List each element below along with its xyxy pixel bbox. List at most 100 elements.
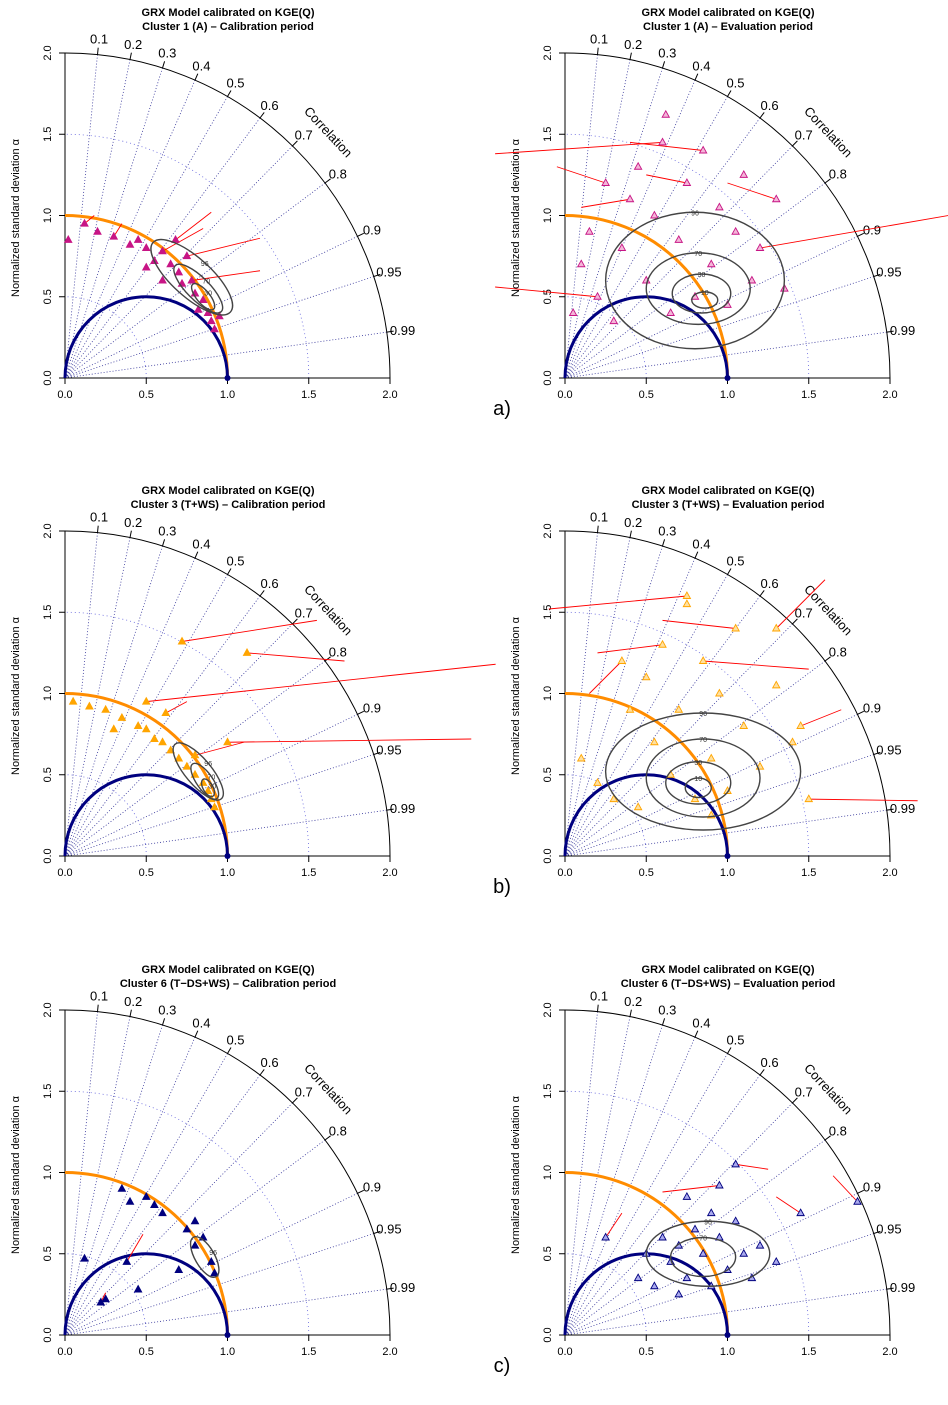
grid-arc <box>64 1090 310 1336</box>
correlation-tick-label: 0.7 <box>295 605 313 620</box>
x-tick-label: 1.5 <box>801 389 816 401</box>
point <box>706 259 716 268</box>
shift-arrow <box>146 663 496 703</box>
contour-label: 30 <box>698 272 706 279</box>
correlation-tick-label: 0.7 <box>295 127 313 142</box>
density-contour <box>173 263 224 314</box>
point <box>771 194 781 203</box>
point <box>674 234 684 243</box>
y-tick-label: 1.5 <box>542 605 554 620</box>
reference-arc <box>64 214 229 379</box>
correlation-tick-label: 0.9 <box>363 700 381 715</box>
correlation-tick-label: 0.5 <box>726 76 744 91</box>
x-tick-label: 0.0 <box>557 1346 572 1358</box>
grid-arc <box>564 296 647 379</box>
correlation-tick-label: 0.8 <box>329 166 347 181</box>
correlation-tick-label: 0.1 <box>90 32 108 47</box>
taylor-panel: GRX Model calibrated on KGE(Q) Cluster 1 … <box>10 7 415 401</box>
y-tick-label: 1.0 <box>42 686 54 701</box>
correlation-tick-label: 0.9 <box>863 222 881 237</box>
correlation-tick-label: 0.2 <box>124 515 142 530</box>
y-tick-label: 2.0 <box>542 1002 554 1017</box>
x-tick-label: 0.5 <box>639 867 654 879</box>
panel-label: c) <box>494 1355 511 1377</box>
y-tick-label: 1.0 <box>42 1165 54 1180</box>
shift-arrow <box>548 595 687 610</box>
correlation-tick <box>259 1069 265 1076</box>
correlation-tick <box>373 1230 381 1234</box>
y-tick-label: 2.0 <box>42 1002 54 1017</box>
point <box>203 786 213 794</box>
y-tick-label: 0.0 <box>542 370 554 385</box>
chart-subtitle: Cluster 1 (A) – Evaluation period <box>643 21 813 33</box>
outer-arc <box>564 530 891 857</box>
correlation-tick <box>259 590 265 597</box>
point <box>158 246 167 255</box>
reference-point <box>724 1332 731 1338</box>
y-tick-label: 2.0 <box>542 45 554 60</box>
correlation-tick <box>194 551 199 559</box>
point <box>731 623 740 632</box>
shift-arrow <box>165 701 188 714</box>
point <box>682 1273 692 1282</box>
correlation-tick <box>227 90 232 97</box>
point <box>166 259 175 268</box>
point <box>190 1216 200 1225</box>
chart-title: GRX Model calibrated on KGE(Q) <box>642 7 815 19</box>
x-tick-label: 2.0 <box>882 867 897 879</box>
point <box>650 210 659 219</box>
correlation-tick <box>227 1047 232 1054</box>
grid-arc <box>564 774 647 857</box>
shift-arrow <box>735 1163 769 1170</box>
y-tick-label: 0.0 <box>42 370 54 385</box>
point <box>223 737 232 746</box>
point <box>141 724 151 733</box>
point <box>141 262 151 271</box>
correlation-tick <box>629 52 632 60</box>
x-tick-label: 0.5 <box>139 1346 154 1358</box>
correlation-tick-label: 0.4 <box>192 58 210 73</box>
point <box>755 1240 765 1249</box>
point <box>796 721 805 729</box>
shift-arrow <box>495 141 663 155</box>
point <box>715 202 724 211</box>
point <box>117 712 127 721</box>
x-tick-label: 1.0 <box>220 389 235 401</box>
shift-arrow <box>800 709 842 727</box>
y-tick-label: 1.0 <box>542 686 554 701</box>
reference-point <box>224 853 231 859</box>
reference-point <box>224 1332 231 1338</box>
shift-arrow <box>703 660 809 670</box>
shift-arrow <box>194 741 244 756</box>
correlation-tick-label: 0.1 <box>90 989 108 1004</box>
chart-subtitle: Cluster 6 (T−DS+WS) – Evaluation period <box>621 978 836 990</box>
point <box>576 259 586 268</box>
outer-arc <box>64 530 391 857</box>
correlation-tick <box>162 1018 166 1026</box>
chart-subtitle: Cluster 3 (T+WS) – Calibration period <box>131 499 326 511</box>
reference-arc <box>64 692 229 857</box>
point <box>641 672 651 681</box>
correlation-tick-label: 0.2 <box>624 994 642 1009</box>
chart-title: GRX Model calibrated on KGE(Q) <box>142 964 315 976</box>
point <box>625 194 635 203</box>
grid-arc <box>64 1253 147 1336</box>
y-axis-title: Normalized standard deviation α <box>10 1095 22 1254</box>
density-contour <box>645 738 761 818</box>
correlation-tick-label: 0.7 <box>795 1084 813 1099</box>
correlation-tick <box>129 530 132 538</box>
point <box>633 802 643 811</box>
correlation-tick-label: 0.5 <box>726 1033 744 1048</box>
point <box>625 704 635 713</box>
x-tick-label: 0.5 <box>639 389 654 401</box>
shift-arrow <box>495 286 598 298</box>
point <box>853 1196 862 1205</box>
point <box>739 1248 749 1257</box>
correlation-tick <box>857 710 865 715</box>
panel-label: b) <box>493 876 511 898</box>
contour-label: 96 <box>691 210 699 217</box>
contour-label: 10 <box>694 776 702 783</box>
correlation-tick-label: 0.5 <box>226 76 244 91</box>
density-contour <box>150 238 234 316</box>
